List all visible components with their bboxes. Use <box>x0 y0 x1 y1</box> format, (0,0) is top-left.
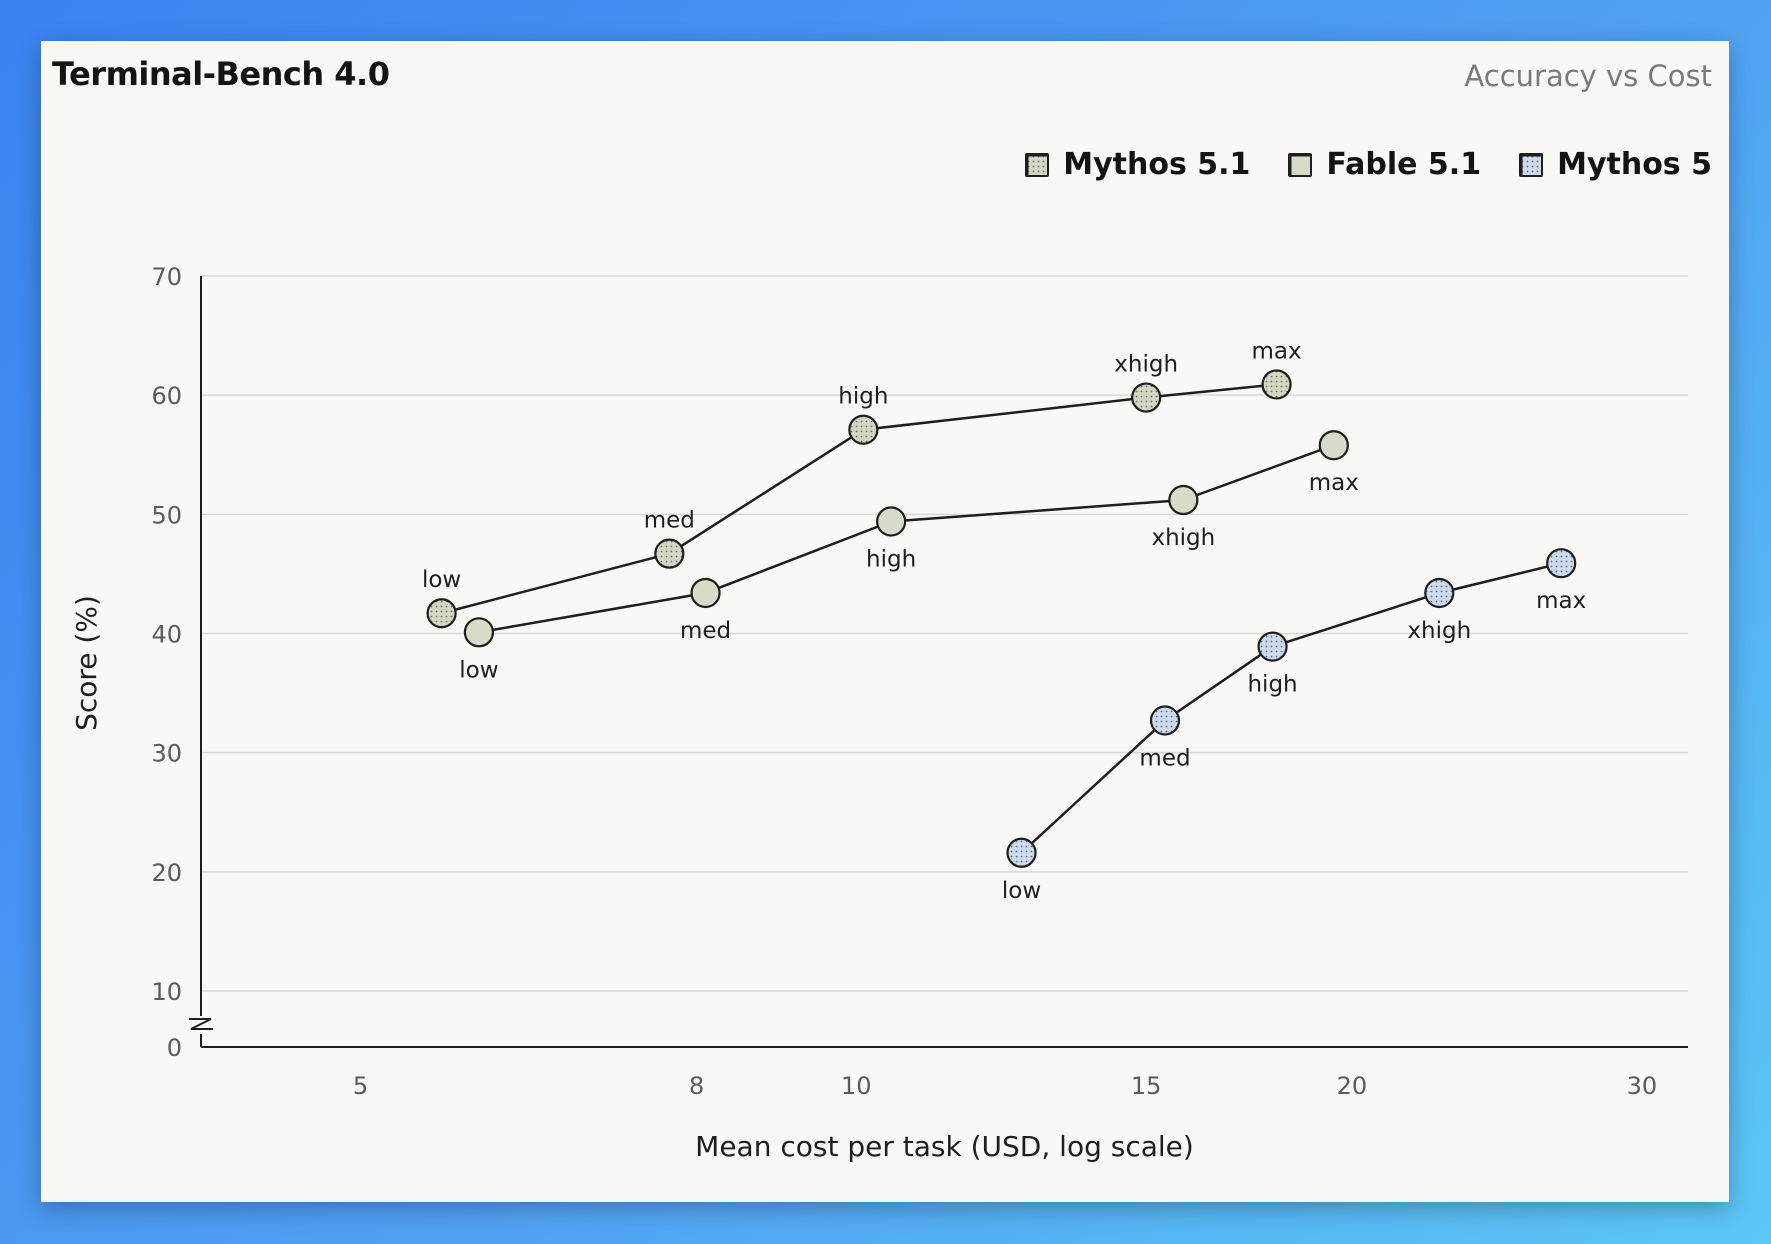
chart-card: Terminal-Bench 4.0 Accuracy vs Cost Myth… <box>41 41 1729 1202</box>
y-tick-label-20: 20 <box>151 859 182 887</box>
data-point-fable-5-1-max[interactable] <box>1318 430 1349 461</box>
x-tick-label-30: 30 <box>1627 1072 1658 1100</box>
x-tick-label-10: 10 <box>841 1072 872 1100</box>
gridlines <box>201 275 1688 992</box>
chart-subtitle: Accuracy vs Cost <box>1464 59 1712 93</box>
data-point-mythos-5-max[interactable] <box>1546 548 1577 579</box>
legend: Mythos 5.1 Fable 5.1 Mythos 5 <box>1025 147 1712 182</box>
data-point-mythos-5-1-low[interactable] <box>426 598 457 629</box>
axis-break-icon <box>189 1018 213 1030</box>
data-label-mythos-5-1-xhigh: xhigh <box>1114 352 1178 378</box>
axes: 0 10 20 30 40 50 60 70 5 8 10 15 20 30 <box>151 263 1688 1100</box>
legend-label-mythos-5: Mythos 5 <box>1557 147 1712 182</box>
data-label-fable-5-1-max: max <box>1309 470 1359 496</box>
x-axis-title: Mean cost per task (USD, log scale) <box>695 1130 1194 1163</box>
legend-item-mythos-5[interactable]: Mythos 5 <box>1519 147 1712 182</box>
y-tick-label-40: 40 <box>151 621 182 649</box>
legend-label-fable-5-1: Fable 5.1 <box>1326 147 1482 182</box>
legend-label-mythos-5-1: Mythos 5.1 <box>1063 147 1251 182</box>
data-point-mythos-5-1-high[interactable] <box>848 414 879 445</box>
data-label-mythos-5-max: max <box>1536 588 1586 614</box>
y-axis-title: Score (%) <box>70 595 103 731</box>
data-point-mythos-5-1-med[interactable] <box>654 538 685 569</box>
y-tick-label-0: 0 <box>167 1034 182 1062</box>
data-point-fable-5-1-low[interactable] <box>463 617 495 648</box>
data-label-fable-5-1-xhigh: xhigh <box>1151 525 1215 551</box>
data-label-mythos-5-1-low: low <box>422 567 461 593</box>
chart-title: Terminal-Bench 4.0 <box>52 55 390 93</box>
y-tick-label-70: 70 <box>151 263 182 291</box>
data-point-fable-5-1-med[interactable] <box>690 577 721 609</box>
legend-item-mythos-5-1[interactable]: Mythos 5.1 <box>1025 147 1250 182</box>
data-point-mythos-5-1-max[interactable] <box>1261 369 1292 400</box>
data-label-fable-5-1-high: high <box>866 546 916 572</box>
point-labels: low med high xhigh max low med high xhigh max low m… <box>422 338 1586 903</box>
data-point-mythos-5-xhigh[interactable] <box>1424 577 1455 609</box>
data-point-mythos-5-high[interactable] <box>1257 631 1288 662</box>
x-tick-label-15: 15 <box>1131 1072 1162 1100</box>
legend-item-fable-5-1[interactable]: Fable 5.1 <box>1288 147 1481 182</box>
data-label-fable-5-1-low: low <box>459 657 498 683</box>
data-label-mythos-5-high: high <box>1247 672 1297 698</box>
data-point-fable-5-1-xhigh[interactable] <box>1168 484 1199 516</box>
data-label-mythos-5-xhigh: xhigh <box>1407 618 1471 644</box>
y-tick-label-10: 10 <box>151 978 182 1006</box>
x-tick-label-5: 5 <box>353 1072 368 1100</box>
data-label-mythos-5-1-med: med <box>644 508 695 534</box>
legend-swatch-fable-5-1 <box>1288 152 1313 177</box>
data-label-mythos-5-1-high: high <box>838 384 888 410</box>
data-point-mythos-5-med[interactable] <box>1149 705 1181 736</box>
series-line-mythos-5 <box>1020 561 1562 854</box>
data-point-mythos-5-low[interactable] <box>1006 837 1037 868</box>
y-tick-label-60: 60 <box>151 382 182 410</box>
y-tick-label-50: 50 <box>151 501 182 529</box>
data-point-mythos-5-1-xhigh[interactable] <box>1131 382 1162 413</box>
y-tick-label-30: 30 <box>151 740 182 768</box>
data-label-fable-5-1-med: med <box>680 618 731 644</box>
x-tick-label-20: 20 <box>1337 1072 1368 1100</box>
data-label-mythos-5-1-max: max <box>1251 338 1301 364</box>
legend-swatch-mythos-5-1 <box>1025 152 1050 177</box>
data-label-mythos-5-low: low <box>1002 878 1041 904</box>
x-tick-label-8: 8 <box>689 1072 704 1100</box>
series-lines <box>426 369 1577 868</box>
legend-swatch-mythos-5 <box>1519 152 1544 177</box>
data-label-mythos-5-med: med <box>1139 745 1190 771</box>
data-point-fable-5-1-high[interactable] <box>876 506 907 537</box>
